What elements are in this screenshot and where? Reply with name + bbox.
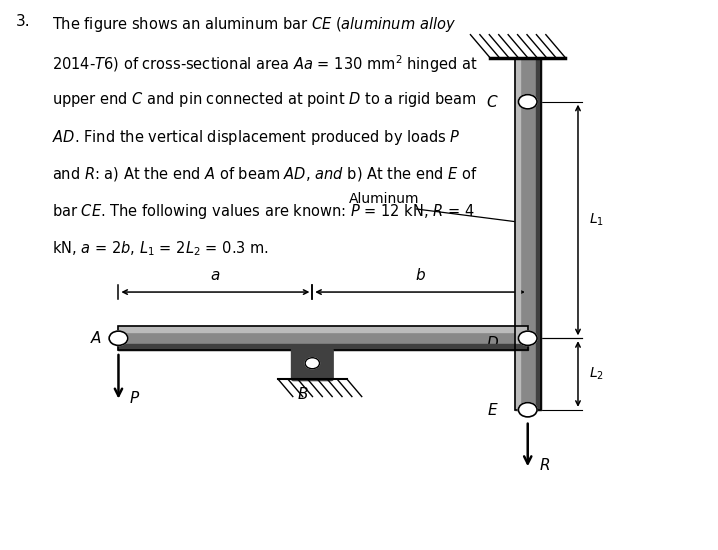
Text: $L_1$: $L_1$: [589, 212, 605, 228]
Text: $L_2$: $L_2$: [589, 366, 605, 382]
Text: The figure shows an aluminum bar $CE$ ($\mathit{aluminum\ alloy}$: The figure shows an aluminum bar $CE$ ($…: [52, 15, 456, 35]
Text: upper end $C$ and pin connected at point $D$ to a rigid beam: upper end $C$ and pin connected at point…: [52, 90, 477, 109]
Text: $C$: $C$: [486, 94, 499, 110]
Circle shape: [518, 331, 537, 345]
Text: kN, $a$ = 2$b$, $L_1$ = 2$L_2$ = 0.3 m.: kN, $a$ = 2$b$, $L_1$ = 2$L_2$ = 0.3 m.: [52, 240, 269, 258]
Text: $D$: $D$: [486, 334, 499, 351]
Bar: [118, 326, 528, 350]
Bar: [515, 58, 541, 410]
Text: bar $CE$. The following values are known: $P$ = 12 kN, $R$ = 4: bar $CE$. The following values are known…: [52, 202, 475, 222]
Bar: [118, 326, 528, 332]
Circle shape: [305, 358, 320, 368]
Text: $B$: $B$: [297, 386, 309, 401]
Bar: [515, 58, 541, 410]
Text: 3.: 3.: [16, 14, 30, 29]
Bar: [515, 58, 520, 410]
Text: $a$: $a$: [210, 268, 220, 283]
Circle shape: [518, 403, 537, 417]
Bar: [118, 326, 528, 350]
Text: Aluminum: Aluminum: [349, 192, 419, 206]
Bar: [118, 344, 528, 350]
Text: $b$: $b$: [414, 267, 426, 283]
Text: $R$: $R$: [539, 456, 551, 473]
Text: $AD$. Find the vertical displacement produced by loads $P$: $AD$. Find the vertical displacement pro…: [52, 128, 460, 147]
Circle shape: [109, 331, 128, 345]
Circle shape: [518, 95, 537, 109]
Text: $A$: $A$: [90, 330, 103, 346]
Text: and $R$: a) At the end $A$ of beam $AD$, $\mathit{and}$ b) At the end $E$ of: and $R$: a) At the end $A$ of beam $AD$,…: [52, 165, 477, 183]
Text: $E$: $E$: [488, 402, 499, 418]
Text: $P$: $P$: [129, 389, 140, 406]
FancyBboxPatch shape: [292, 349, 333, 381]
Text: $\mathit{2014\text{-}T6}$) of cross-sectional area $Aa$ = 130 mm$^2$ hinged at: $\mathit{2014\text{-}T6}$) of cross-sect…: [52, 53, 477, 74]
Bar: [536, 58, 541, 410]
